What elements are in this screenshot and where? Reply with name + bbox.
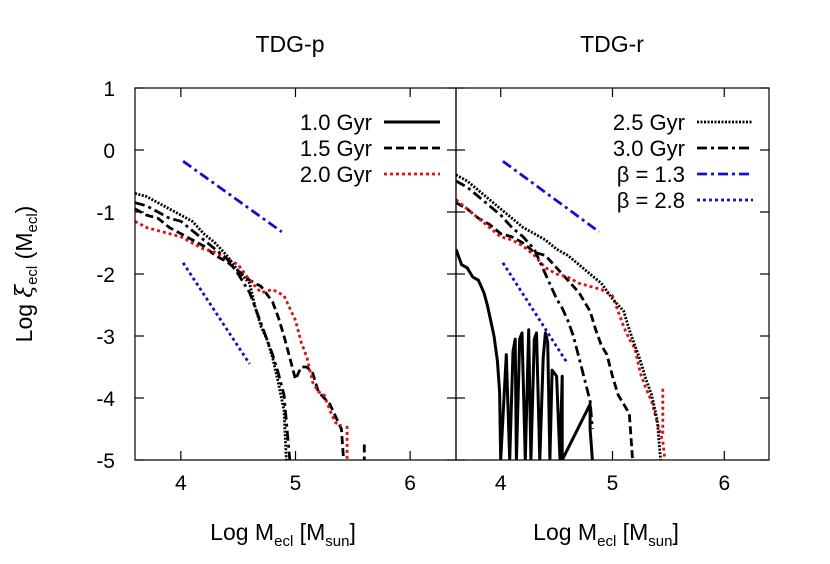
left-series-2-0-gyr bbox=[135, 220, 343, 428]
left-legend-label-2-0-gyr: 2.0 Gyr bbox=[300, 162, 372, 187]
left-legend-label-1-5-gyr: 1.5 Gyr bbox=[300, 136, 372, 161]
left-panel-title: TDG-p bbox=[256, 31, 325, 57]
right-legend-label-3-0-gyr: 3.0 Gyr bbox=[613, 136, 685, 161]
left-y-tick-label: 0 bbox=[103, 140, 115, 163]
right-series-2-5-gyr bbox=[456, 173, 662, 460]
left-y-tick-label: -3 bbox=[96, 326, 115, 349]
left-x-tick-label: 4 bbox=[175, 472, 187, 495]
right-plot-lines bbox=[456, 160, 667, 460]
right-series-3-0-gyr bbox=[456, 179, 594, 430]
right-legend-label-2-8: β = 2.8 bbox=[617, 188, 685, 213]
left-y-tick-label: -4 bbox=[96, 388, 115, 411]
right-legend-label-1-3: β = 1.3 bbox=[617, 162, 685, 187]
left-y-tick-label: -5 bbox=[96, 450, 115, 473]
right-x-tick-label: 6 bbox=[718, 472, 730, 495]
left-axis-ticks: 4 5 6 1 0 -1 -2 -3 -4 -5 bbox=[96, 78, 456, 495]
left-y-tick-label: 1 bbox=[103, 78, 115, 101]
left-legend-label-1-0-gyr: 1.0 Gyr bbox=[300, 110, 372, 135]
right-series-1-3 bbox=[502, 160, 600, 233]
left-plot-lines bbox=[135, 160, 366, 460]
left-x-tick-label: 5 bbox=[290, 472, 302, 495]
right-series-2-8 bbox=[501, 262, 569, 365]
left-series-3-0-gyr bbox=[135, 201, 292, 460]
left-y-tick-label: -1 bbox=[96, 202, 115, 225]
right-panel-title: TDG-r bbox=[580, 31, 644, 57]
right-x-tick-label: 4 bbox=[495, 472, 507, 495]
left-series-1-5-gyr bbox=[135, 207, 345, 460]
left-series-2-8 bbox=[181, 262, 251, 365]
right-x-tick-label: 5 bbox=[607, 472, 619, 495]
left-series-2-5-gyr bbox=[135, 192, 288, 460]
left-y-tick-label: -2 bbox=[96, 264, 115, 287]
left-x-tick-label: 6 bbox=[404, 472, 416, 495]
right-series-1-5-gyr bbox=[456, 201, 634, 460]
right-axis-ticks: 4 5 6 bbox=[456, 87, 769, 495]
right-legend-label-2-5-gyr: 2.5 Gyr bbox=[613, 110, 685, 135]
right-series-1-0-gyr bbox=[456, 248, 594, 460]
right-series-2-0-gyr bbox=[456, 198, 667, 460]
